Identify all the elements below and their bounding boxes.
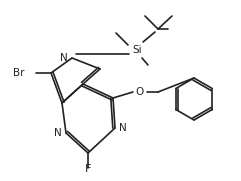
Text: N: N xyxy=(60,53,68,63)
Text: Br: Br xyxy=(13,68,25,78)
Text: N: N xyxy=(119,123,127,133)
Text: O: O xyxy=(136,87,144,97)
Text: F: F xyxy=(85,164,91,174)
Text: Si: Si xyxy=(132,45,142,55)
Text: N: N xyxy=(54,128,62,138)
